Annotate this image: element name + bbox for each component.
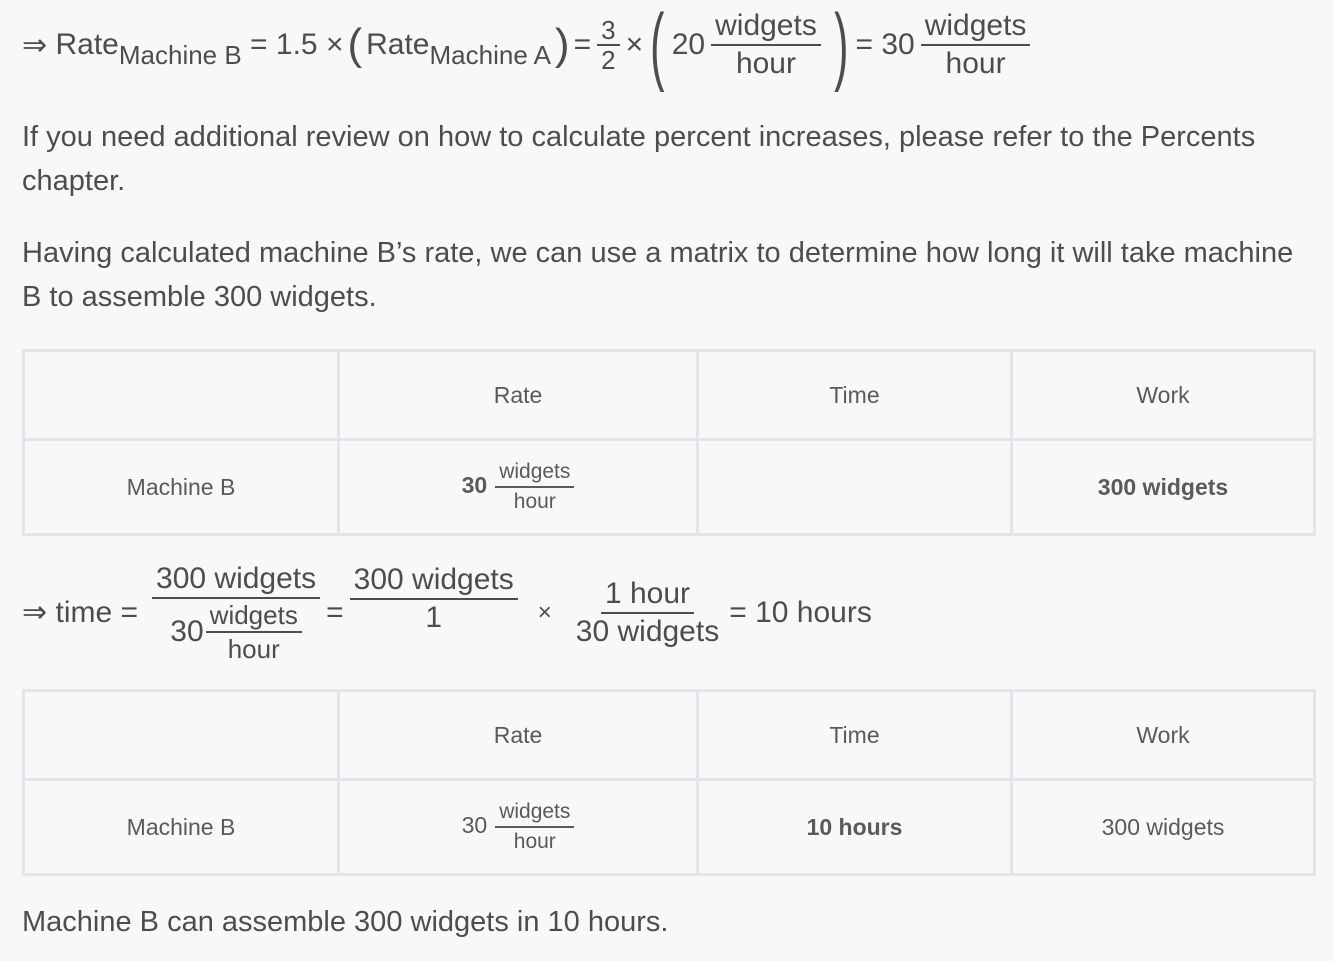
- time-cell: [696, 438, 1013, 536]
- subscript-machine-a: Machine A: [429, 39, 551, 70]
- table-row: Machine B 30 widgets hour 10 hours 300 wid…: [22, 778, 1316, 876]
- time-cell: 10 hours: [696, 778, 1013, 876]
- table-header-row: Rate Time Work: [22, 689, 1316, 781]
- equals: =: [326, 595, 344, 629]
- header-work: Work: [1010, 689, 1316, 781]
- rate-time-work-table-2: Rate Time Work Machine B 30 widgets hour 1…: [22, 689, 1316, 876]
- unit-fraction: widgets hour: [920, 8, 1031, 82]
- rate-time-work-table-1: Rate Time Work Machine B 30 widgets hour 3…: [22, 349, 1316, 536]
- header-empty: [22, 689, 340, 781]
- matrix-paragraph: Having calculated machine B’s rate, we c…: [22, 237, 1294, 313]
- implies-arrow: ⇒: [22, 28, 48, 62]
- equals-multiplier: = 1.5 ×: [250, 28, 344, 61]
- rate-text: Rate: [55, 28, 119, 61]
- numerator: widgets: [495, 458, 575, 488]
- table-row: Machine B 30 widgets hour 300 widgets: [22, 438, 1316, 536]
- unit-fraction: widgets hour: [495, 458, 575, 516]
- denominator: hour: [513, 490, 556, 513]
- work-cell: 300 widgets: [1010, 778, 1316, 876]
- fraction-inverse-rate: 1 hour 30 widgets: [572, 576, 723, 650]
- rate-value: 20: [671, 28, 706, 61]
- unit-fraction: widgets hour: [205, 599, 302, 665]
- header-work: Work: [1010, 349, 1316, 441]
- conclusion-paragraph: Machine B can assemble 300 widgets in 10…: [22, 906, 669, 938]
- fraction-work-over-one: 300 widgets 1: [349, 562, 518, 636]
- numerator: widgets: [205, 599, 302, 633]
- review-paragraph: If you need additional review on how to …: [22, 121, 1256, 197]
- subscript-machine-b: Machine B: [118, 39, 242, 70]
- rate-text: Rate: [366, 28, 430, 61]
- numerator: 300 widgets: [152, 561, 321, 599]
- numerator: 1 hour: [600, 576, 695, 614]
- rate-value: 30: [461, 812, 488, 839]
- row-label: Machine B: [22, 778, 340, 876]
- open-paren: (: [347, 20, 363, 69]
- numerator: widgets: [495, 798, 575, 828]
- rate-cell: 30 widgets hour: [337, 438, 699, 536]
- rate-value: 30: [461, 472, 488, 499]
- denominator: hour: [513, 830, 556, 853]
- header-time: Time: [696, 349, 1013, 441]
- rate-value: 30: [170, 614, 204, 648]
- times: ×: [625, 28, 644, 61]
- denominator: 30 widgets: [575, 614, 720, 648]
- close-paren: ): [833, 0, 849, 93]
- row-label: Machine B: [22, 438, 340, 536]
- unit-fraction: widgets hour: [495, 798, 575, 856]
- result-value: = 30: [855, 28, 915, 61]
- denominator: 1: [425, 601, 443, 634]
- rate-equation: ⇒ Rate Machine B = 1.5 × (Rate Machine A) …: [22, 0, 1036, 90]
- denominator: hour: [227, 633, 280, 664]
- time-lhs: time =: [55, 595, 139, 629]
- rate-cell: 30 widgets hour: [337, 778, 699, 876]
- equals: =: [573, 28, 592, 61]
- result: = 10 hours: [729, 595, 872, 629]
- header-time: Time: [696, 689, 1013, 781]
- numerator: widgets: [920, 8, 1031, 46]
- numerator: 3: [597, 16, 620, 46]
- denominator: 2: [601, 45, 616, 75]
- fraction-work-over-rate: 300 widgets 30 widgets hour: [152, 561, 321, 665]
- time-equation: ⇒ time = 300 widgets 30 widgets hour = 300…: [22, 560, 872, 665]
- table-header-row: Rate Time Work: [22, 349, 1316, 441]
- denominator: hour: [945, 47, 1006, 80]
- work-cell: 300 widgets: [1010, 438, 1316, 536]
- implies-arrow: ⇒: [22, 596, 48, 629]
- unit-fraction: widgets hour: [711, 8, 821, 82]
- header-rate: Rate: [337, 689, 699, 781]
- numerator: widgets: [711, 8, 821, 46]
- header-rate: Rate: [337, 349, 699, 441]
- denominator: 30 widgets hour: [166, 599, 306, 665]
- header-empty: [22, 349, 340, 441]
- numerator: 300 widgets: [349, 562, 518, 600]
- open-paren: (: [650, 0, 665, 93]
- close-paren: ): [554, 20, 570, 69]
- denominator: hour: [735, 47, 796, 80]
- times: ×: [537, 598, 552, 626]
